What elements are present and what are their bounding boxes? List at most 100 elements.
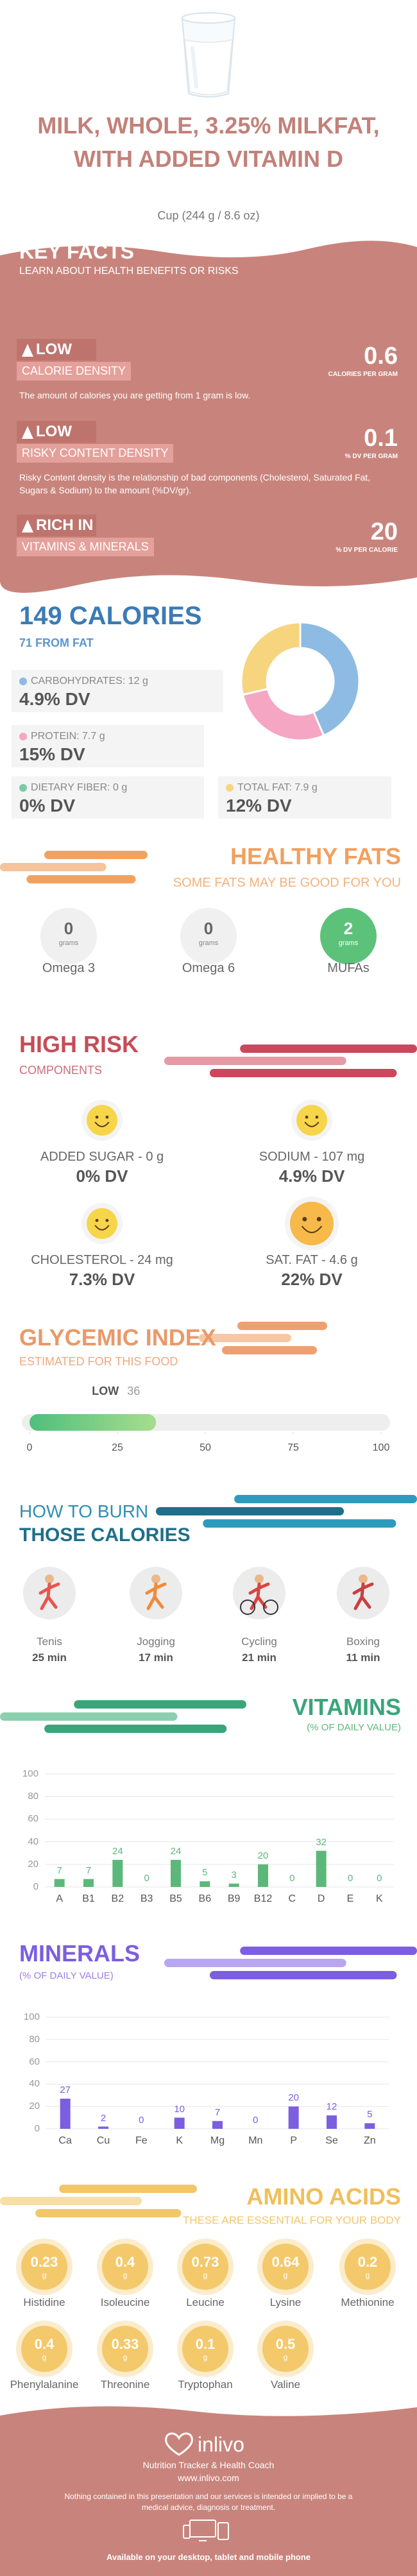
nutrient-label: DIETARY FIBER: 0 g [31, 782, 128, 793]
nutrient-dot [226, 784, 234, 792]
decor-stripe [164, 1959, 346, 1967]
section-title: MINERALS [19, 1940, 140, 1966]
y-tick-label: 100 [22, 1768, 38, 1779]
value-label: 0 [139, 2115, 144, 2126]
amino-unit: g [123, 2271, 128, 2280]
amino-value: 0.4 [34, 2336, 55, 2352]
activity-time: 11 min [346, 1651, 380, 1664]
fat-value: 0 [64, 919, 74, 938]
face-eye [305, 1115, 309, 1119]
x-tick-label: 25 [112, 1442, 123, 1453]
y-tick-label: 80 [28, 1791, 38, 1802]
fact-value: 0.1 [364, 425, 398, 452]
value-label: 27 [60, 2085, 71, 2096]
x-tick-label: 100 [372, 1442, 390, 1453]
y-tick-label: 60 [29, 2056, 40, 2067]
activity-name: Cycling [241, 1635, 277, 1648]
bar [98, 2126, 108, 2129]
decor-stripe [237, 1322, 327, 1330]
decor-stripe [0, 1712, 178, 1721]
fact-name: RISKY CONTENT DENSITY [17, 444, 174, 463]
amino-unit: g [123, 2353, 128, 2362]
amino-name: Valine [271, 2378, 300, 2391]
value-label: 7 [214, 2106, 221, 2118]
bar [327, 2115, 337, 2129]
section-title: HOW TO BURN [19, 1501, 149, 1521]
bike-wheel [263, 1599, 278, 1615]
bar [60, 2099, 71, 2129]
glass-icon [181, 12, 236, 98]
bar [212, 2120, 223, 2129]
face-smile [301, 1225, 323, 1233]
value-label: 10 [174, 2103, 185, 2115]
amino-blob [262, 2244, 309, 2290]
fat-name: Omega 6 [182, 961, 235, 975]
serving-size: Cup (244 g / 8.6 oz) [157, 209, 260, 222]
nutrient-label: TOTAL FAT: 7.9 g [237, 782, 318, 793]
value-label: 0 [347, 1873, 353, 1884]
x-tick-label: Zn [363, 2135, 376, 2146]
section-title: HEALTHY FATS [230, 843, 401, 869]
value-label: 3 [231, 1869, 237, 1881]
fat-unit: grams [198, 939, 219, 947]
value-label: 0 [289, 1873, 295, 1884]
x-tick-label: P [290, 2135, 297, 2146]
face-eye [105, 1218, 109, 1222]
section-title: 149 CALORIES [19, 602, 202, 630]
amino-value: 0.4 [115, 2254, 135, 2270]
amino-blob [102, 2244, 148, 2290]
face-eye [302, 1216, 307, 1222]
decor-stripe [203, 1519, 396, 1528]
activity-head [151, 1574, 160, 1583]
x-tick-label: D [317, 1893, 325, 1904]
nutrient-dv: 4.9% DV [19, 689, 90, 709]
amino-value: 0.23 [30, 2254, 58, 2270]
x-tick-label: Ca [58, 2135, 72, 2146]
amino-name: Histidine [23, 2296, 65, 2308]
fact-level: LOW [36, 423, 72, 440]
x-tick-label: A [56, 1893, 63, 1904]
y-tick-label: 20 [28, 1858, 38, 1870]
decor-stripe [35, 2209, 182, 2217]
section-subtitle: 71 FROM FAT [19, 636, 94, 649]
disclaimer: Nothing contained in this presentation a… [64, 2492, 353, 2512]
decor-stripe [0, 863, 106, 871]
value-label: 5 [202, 1867, 208, 1879]
activity-head [359, 1574, 368, 1583]
amino-blob [21, 2244, 67, 2290]
decor-stripe [156, 1507, 345, 1515]
bar [288, 2106, 299, 2129]
decor-stripe [209, 1971, 397, 1979]
face-icon [296, 1105, 327, 1136]
face-eye [95, 1115, 99, 1119]
amino-unit: g [365, 2271, 370, 2280]
amino-blob [182, 2244, 228, 2290]
value-label: 7 [56, 1864, 62, 1876]
donut-segment [299, 621, 361, 737]
fact-level: RICH IN [36, 516, 94, 534]
risk-name: ADDED SUGAR - 0 g [40, 1150, 164, 1164]
risk-name: CHOLESTEROL - 24 mg [31, 1253, 173, 1267]
x-tick-label: B2 [111, 1893, 124, 1904]
brand-tagline: Nutrition Tracker & Health Coach [142, 2460, 275, 2470]
amino-blob [182, 2326, 228, 2372]
y-tick-label: 40 [29, 2078, 40, 2090]
nutrient-dv: 15% DV [19, 744, 85, 764]
bar [258, 1864, 268, 1887]
page-title: MILK, WHOLE, 3.25% MILKFAT, WITH ADDED V… [37, 112, 380, 172]
activity-name: Jogging [137, 1635, 175, 1648]
bar [364, 2123, 375, 2129]
gi-value: 36 [127, 1385, 140, 1397]
section-subtitle: (% OF DAILY VALUE) [19, 1970, 114, 1981]
section-title: GLYCEMIC INDEX [19, 1324, 216, 1351]
amino-value: 0.5 [275, 2336, 296, 2352]
x-tick-label: Cu [96, 2135, 110, 2146]
fact-name: VITAMINS & MINERALS [17, 538, 154, 556]
fat-value: 0 [203, 919, 214, 938]
value-label: 24 [170, 1845, 182, 1857]
fat-circle [40, 908, 97, 964]
face-smile [94, 1122, 110, 1127]
value-label: 32 [316, 1836, 327, 1848]
value-label: 7 [85, 1864, 92, 1876]
fact-level: LOW [36, 341, 72, 358]
